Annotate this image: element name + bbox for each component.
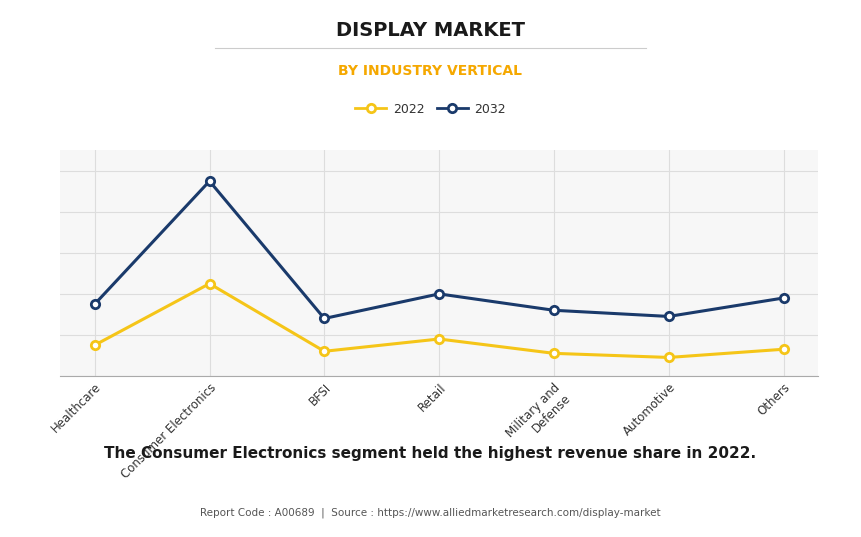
2032 bbox=[548, 307, 559, 314]
2022 bbox=[319, 348, 330, 354]
Text: Report Code : A00689  |  Source : https://www.alliedmarketresearch.com/display-m: Report Code : A00689 | Source : https://… bbox=[201, 507, 660, 518]
Text: DISPLAY MARKET: DISPLAY MARKET bbox=[336, 21, 525, 40]
2022 bbox=[434, 336, 444, 342]
2032 bbox=[319, 315, 330, 322]
Line: 2022: 2022 bbox=[90, 279, 788, 361]
2032 bbox=[204, 178, 214, 184]
Text: BY INDUSTRY VERTICAL: BY INDUSTRY VERTICAL bbox=[338, 64, 523, 78]
2032 bbox=[664, 313, 674, 320]
2032 bbox=[90, 301, 100, 307]
2022 bbox=[664, 354, 674, 361]
Line: 2032: 2032 bbox=[90, 177, 788, 323]
Text: The Consumer Electronics segment held the highest revenue share in 2022.: The Consumer Electronics segment held th… bbox=[104, 446, 757, 461]
2022 bbox=[90, 342, 100, 349]
2032 bbox=[778, 295, 789, 301]
2032 bbox=[434, 291, 444, 297]
2022 bbox=[548, 350, 559, 357]
2022 bbox=[204, 280, 214, 287]
Legend: 2022, 2032: 2022, 2032 bbox=[350, 98, 511, 120]
2022 bbox=[778, 346, 789, 352]
